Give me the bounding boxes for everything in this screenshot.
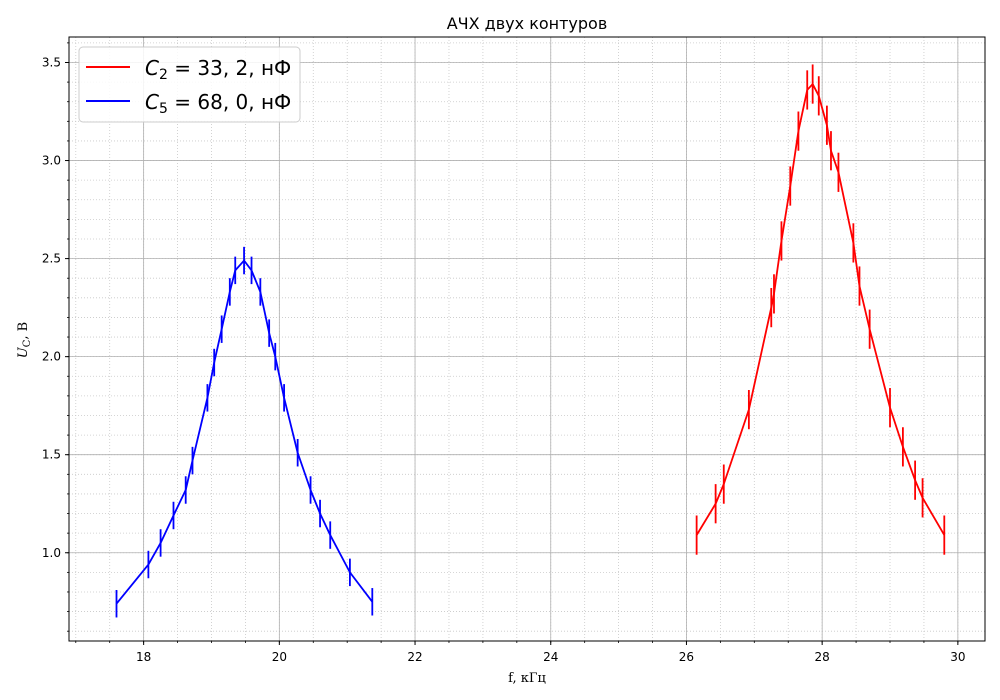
legend-label-c5-sub: 5 — [159, 101, 168, 117]
x-tick-label: 20 — [272, 650, 287, 664]
x-tick-label: 28 — [815, 650, 830, 664]
x-tick-label: 18 — [136, 650, 151, 664]
legend-label-c5-rest: = 68, 0, нФ — [168, 90, 291, 114]
x-tick-label: 30 — [950, 650, 965, 664]
legend-box — [78, 46, 301, 123]
y-axis-label: UC, В — [16, 322, 33, 358]
chart-title: АЧХ двух контуров — [447, 14, 608, 33]
ticks: 18 20 22 24 26 28 30 1.0 1.5 2.0 2.5 3.0 3.5 — [42, 42, 965, 664]
legend-label-c2-main: C — [145, 56, 159, 80]
legend: C2 = 33, 2, нФ C5 = 68, 0, нФ — [78, 46, 301, 123]
major-grid — [69, 37, 985, 641]
y-axis-label-rest: , В — [16, 322, 31, 340]
legend-label-c2-sub: 2 — [159, 67, 168, 83]
x-axis-label: f, кГц — [508, 671, 546, 686]
y-tick-label: 3.5 — [42, 55, 61, 69]
y-axis-label-main: U — [16, 346, 31, 358]
x-tick-label: 24 — [543, 650, 558, 664]
axes-frame — [68, 36, 986, 642]
y-axis-label-sub: C — [22, 339, 33, 347]
legend-label-c2: C2 = 33, 2, нФ — [145, 56, 291, 83]
y-tick-label: 1.0 — [42, 546, 61, 560]
legend-label-c5-main: C — [145, 90, 159, 114]
y-tick-label: 3.0 — [42, 154, 61, 168]
series-c2 — [695, 64, 946, 555]
legend-label-c5: C5 = 68, 0, нФ — [145, 90, 291, 117]
series-layer — [115, 64, 946, 618]
y-tick-label: 2.5 — [42, 252, 61, 266]
legend-label-c2-rest: = 33, 2, нФ — [168, 56, 291, 80]
x-tick-label: 22 — [407, 650, 422, 664]
y-tick-label: 1.5 — [42, 448, 61, 462]
x-tick-label: 26 — [679, 650, 694, 664]
series-c5 — [115, 246, 374, 618]
y-tick-label: 2.0 — [42, 350, 61, 364]
